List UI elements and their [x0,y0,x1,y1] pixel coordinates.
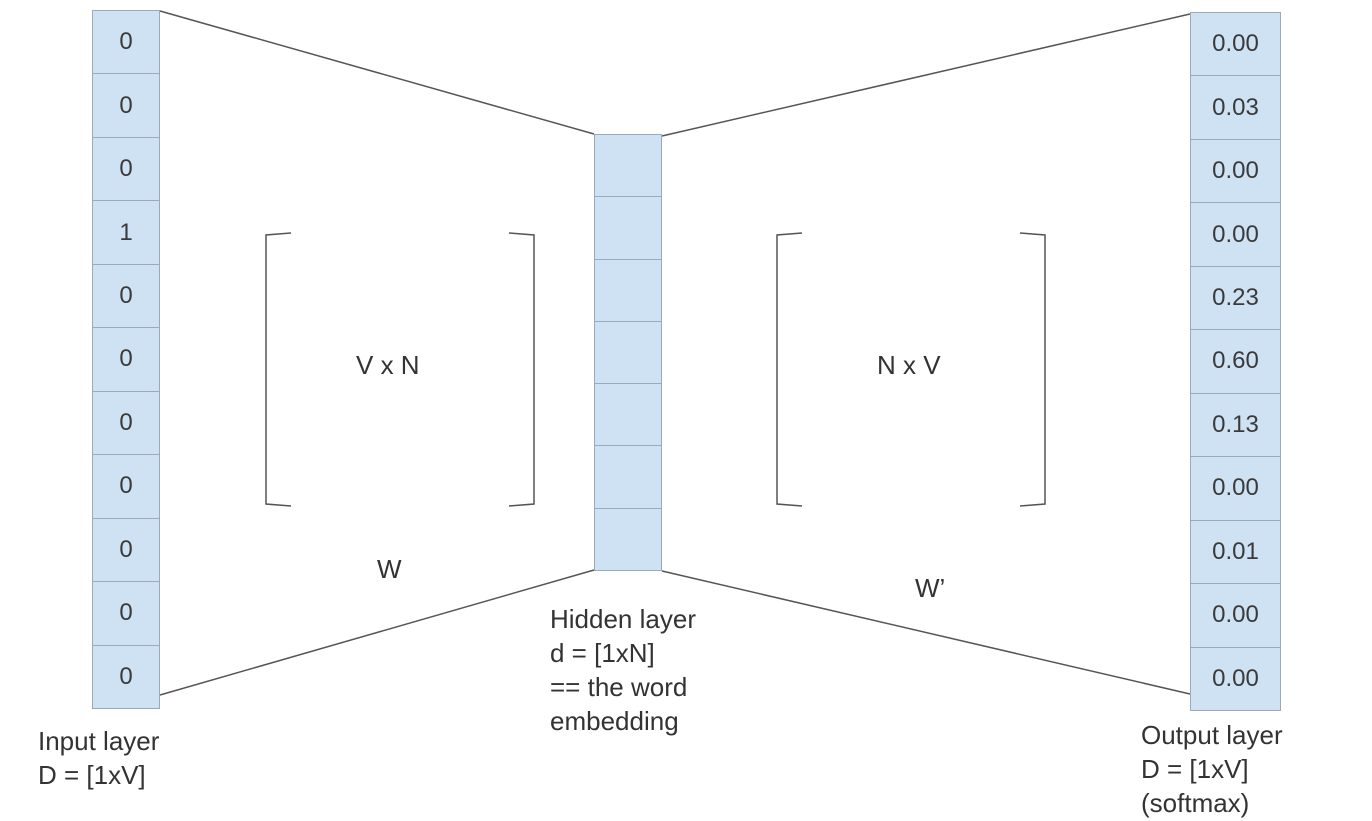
output-layer-label-line: Output layer [1141,720,1283,750]
hidden-cell [595,196,661,259]
matrix-w-right-bracket [508,232,535,507]
matrix-w-dims: V x N [356,350,420,380]
input-cell: 0 [93,73,159,137]
matrix-w-left-bracket [265,232,292,507]
hidden-layer-label: Hidden layer d = [1xN] == the word embed… [550,602,696,738]
input-cell: 0 [93,644,159,708]
output-cell: 0.00 [1191,138,1280,203]
input-layer-vector: 0 0 0 1 0 0 0 0 0 0 0 [92,10,160,709]
hidden-layer-vector [594,134,662,571]
input-cell: 0 [93,390,159,455]
hidden-cell [595,383,661,446]
hidden-cell [595,445,661,508]
matrix-w-prime-dims: N x V [877,350,941,380]
input-layer-label-line: D = [1xV] [38,760,146,790]
output-layer-label-line: D = [1xV] [1141,754,1249,784]
hidden-layer-label-line: == the word [550,672,688,702]
output-cell: 0.00 [1191,456,1280,520]
input-layer-label: Input layer D = [1xV] [38,724,159,792]
input-cell: 0 [93,136,159,201]
input-bottom-to-hidden-line [159,569,595,696]
hidden-bottom-to-output-line [661,570,1191,695]
input-top-to-hidden-line [159,10,595,135]
output-cell: 0.00 [1191,583,1280,647]
output-cell: 0.60 [1191,329,1280,393]
output-layer-vector: 0.00 0.03 0.00 0.00 0.23 0.60 0.13 0.00 … [1190,12,1281,711]
input-cell: 0 [93,517,159,582]
matrix-w-prime-right-bracket [1019,232,1046,507]
output-layer-label-line: (softmax) [1141,788,1250,818]
hidden-cell [595,320,661,384]
matrix-w-name: W [377,554,402,584]
hidden-layer-label-line: Hidden layer [550,604,696,634]
output-cell: 0.00 [1191,202,1280,266]
output-cell: 0.00 [1191,13,1280,76]
matrix-w-prime-name: W’ [915,573,946,603]
output-cell: 0.03 [1191,75,1280,139]
hidden-layer-label-line: d = [1xN] [550,638,655,668]
input-cell: 0 [93,581,159,645]
output-cell: 0.23 [1191,265,1280,330]
output-cell: 0.00 [1191,646,1280,710]
output-cell: 0.13 [1191,392,1280,457]
output-layer-label: Output layer D = [1xV] (softmax) [1141,718,1283,820]
matrix-w-prime-left-bracket [776,232,803,507]
input-layer-label-line: Input layer [38,726,160,756]
output-cell: 0.01 [1191,519,1280,584]
input-cell: 0 [93,454,159,518]
input-cell: 1 [93,200,159,264]
input-cell: 0 [93,11,159,74]
hidden-cell [595,507,661,570]
hidden-cell [595,135,661,197]
hidden-cell [595,258,661,321]
hidden-top-to-output-line [661,13,1191,137]
hidden-layer-label-line: embedding [550,706,679,736]
input-cell: 0 [93,327,159,391]
input-cell: 0 [93,263,159,328]
